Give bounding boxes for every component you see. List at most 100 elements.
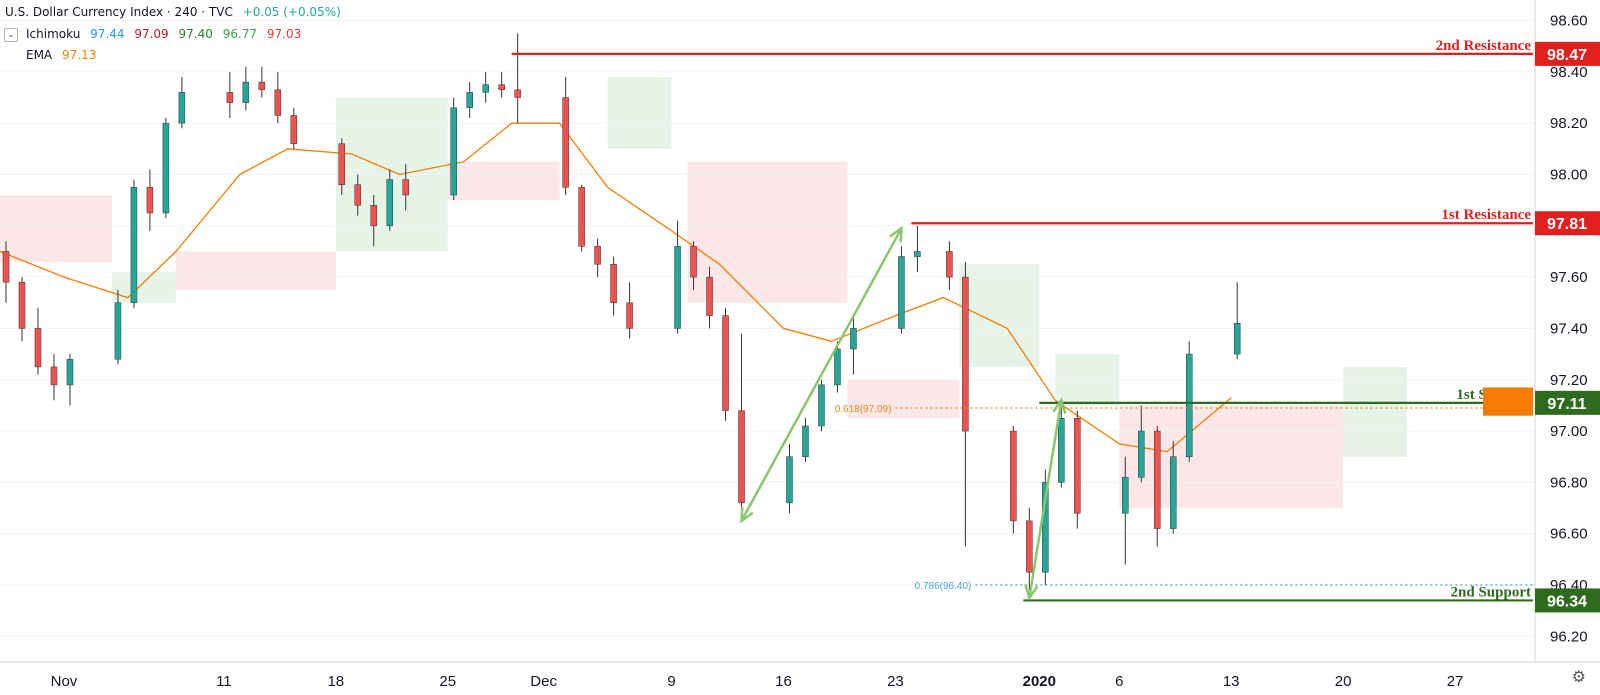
candle-down <box>226 71 234 119</box>
candle-up <box>1122 456 1129 565</box>
ema-legend[interactable]: EMA 97.13 <box>26 48 96 62</box>
ichimoku-legend[interactable]: Ichimoku 97.44 97.09 97.40 96.77 97.03 <box>26 27 301 41</box>
chevron-down-icon[interactable]: ⌄ <box>4 28 18 42</box>
candle-down <box>290 107 298 149</box>
gear-icon[interactable]: ⚙ <box>1571 669 1586 686</box>
ichimoku-cloud-segment <box>0 195 112 262</box>
level-price-badge <box>1535 41 1600 66</box>
candle-up <box>1185 341 1193 462</box>
candle-up <box>1058 405 1065 488</box>
candle-body <box>1058 417 1065 483</box>
candle-up <box>818 379 825 432</box>
candle-down <box>1010 425 1017 534</box>
candle-down <box>370 195 378 247</box>
candle-down <box>706 266 713 329</box>
candle-body <box>562 97 569 188</box>
candle-body <box>738 410 745 504</box>
candle-down <box>514 33 521 124</box>
candle-up <box>114 289 122 365</box>
candle-up <box>130 179 138 308</box>
price-tick-label: 97.20 <box>1550 372 1588 389</box>
candle-body <box>450 107 457 196</box>
candle-body <box>386 179 393 227</box>
level-name-label: 2nd Support <box>1451 584 1531 600</box>
candle-body <box>18 281 26 329</box>
candle-up <box>674 220 681 334</box>
candle-body <box>114 302 122 360</box>
candle-body <box>274 89 282 116</box>
candle-down <box>946 241 953 290</box>
wave-arrow-head <box>889 225 903 243</box>
candle-down <box>594 238 601 278</box>
candle-up <box>482 71 489 103</box>
candle-body <box>178 92 186 124</box>
ichimoku-cloud-segment <box>959 264 1040 367</box>
candle-down <box>274 71 282 124</box>
candle-down <box>18 277 26 342</box>
candle-body <box>818 384 825 427</box>
time-tick-label: 23 <box>887 673 904 690</box>
ichimoku-label: Ichimoku <box>26 27 81 41</box>
wave-arrow-head <box>1052 397 1067 415</box>
ema-value: 97.13 <box>61 48 97 62</box>
candle-down <box>1154 425 1161 547</box>
price-tick-label: 98.40 <box>1550 64 1588 81</box>
candle-body <box>34 328 42 368</box>
candle-up <box>786 443 793 514</box>
candle-down <box>34 307 42 375</box>
symbol-legend[interactable]: U.S. Dollar Currency Index · 240 · TVC +… <box>5 5 341 19</box>
candle-body <box>146 187 154 214</box>
price-tick-label: 98.60 <box>1550 13 1588 30</box>
candle-body <box>66 358 74 386</box>
candle-up <box>914 225 921 272</box>
candle-down <box>2 241 10 303</box>
candle-body <box>466 92 473 109</box>
fibonacci-label: 0.786(96.40) <box>915 581 972 592</box>
price-axis-level-labels: 98.47 97.81 97.11 96.34 <box>1535 41 1600 613</box>
level-name-label: 1st Resistance <box>1441 207 1531 223</box>
candle-body <box>850 328 857 350</box>
ichimoku-cloud-segment <box>447 161 560 201</box>
time-tick-label: Nov <box>51 673 78 690</box>
ichimoku-cloud-segment <box>1343 366 1408 457</box>
time-tick-label: 13 <box>1223 673 1240 690</box>
price-tick-label: 96.80 <box>1550 474 1588 491</box>
candle-up <box>162 118 170 219</box>
candle-body <box>802 425 809 457</box>
time-tick-label: 18 <box>327 673 344 690</box>
candle-body <box>370 205 378 227</box>
time-tick-label: Dec <box>530 673 557 690</box>
candle-body <box>50 366 58 386</box>
wave-arrow <box>1024 397 1067 601</box>
candle-body <box>226 92 234 103</box>
candle-down <box>562 76 569 196</box>
candle-up <box>850 315 857 375</box>
candle-body <box>402 179 409 196</box>
candle-up <box>178 76 186 129</box>
time-tick-label: 2020 <box>1023 673 1056 690</box>
candle-up <box>1233 282 1241 360</box>
candle-body <box>626 302 633 329</box>
candle-body <box>1233 323 1241 355</box>
candlesticks <box>2 33 1241 591</box>
candle-body <box>1138 430 1145 478</box>
wave-arrow-tail <box>1024 584 1039 601</box>
candle-down <box>1074 410 1081 529</box>
candle-body <box>1122 477 1129 514</box>
candle-body <box>1042 482 1049 573</box>
wave-arrow-shaft <box>1028 400 1063 599</box>
ema-label: EMA <box>26 48 53 62</box>
fibonacci-label: 0.618(97.09) <box>835 404 892 415</box>
level-price-label: 97.81 <box>1547 216 1587 233</box>
candle-up <box>242 66 250 111</box>
ichimoku-cloud-segment <box>1119 405 1344 509</box>
level-price-badge <box>1535 588 1600 613</box>
candle-body <box>962 276 969 432</box>
candle-up <box>802 418 809 462</box>
candle-down <box>338 138 346 196</box>
candle-body <box>578 187 585 247</box>
candle-down <box>1026 508 1033 591</box>
price-tick-label: 97.00 <box>1550 423 1588 440</box>
current-price-marker <box>1483 387 1533 416</box>
